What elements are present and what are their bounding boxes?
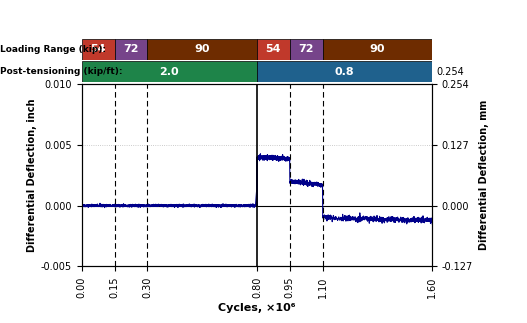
Bar — [114, 39, 148, 60]
Bar — [148, 39, 257, 60]
Bar — [82, 39, 114, 60]
Text: 90: 90 — [369, 44, 385, 54]
Bar — [323, 39, 432, 60]
Bar — [257, 61, 432, 82]
Text: 54: 54 — [90, 44, 106, 54]
Bar — [290, 39, 323, 60]
Text: 54: 54 — [266, 44, 281, 54]
Text: 0.254: 0.254 — [436, 67, 464, 77]
Bar — [82, 61, 257, 82]
Text: 72: 72 — [123, 44, 139, 54]
Text: 90: 90 — [194, 44, 210, 54]
Y-axis label: Differential Deflection, inch: Differential Deflection, inch — [27, 99, 37, 252]
Y-axis label: Differential Deflection, mm: Differential Deflection, mm — [479, 100, 489, 250]
X-axis label: Cycles, ×10⁶: Cycles, ×10⁶ — [218, 303, 296, 313]
Text: 0.8: 0.8 — [335, 67, 354, 77]
Text: Post-tensioning (kip/ft):: Post-tensioning (kip/ft): — [0, 68, 122, 76]
Text: 2.0: 2.0 — [160, 67, 179, 77]
Text: Loading Range (kip):: Loading Range (kip): — [0, 45, 106, 54]
Bar — [257, 39, 290, 60]
Text: 72: 72 — [298, 44, 314, 54]
